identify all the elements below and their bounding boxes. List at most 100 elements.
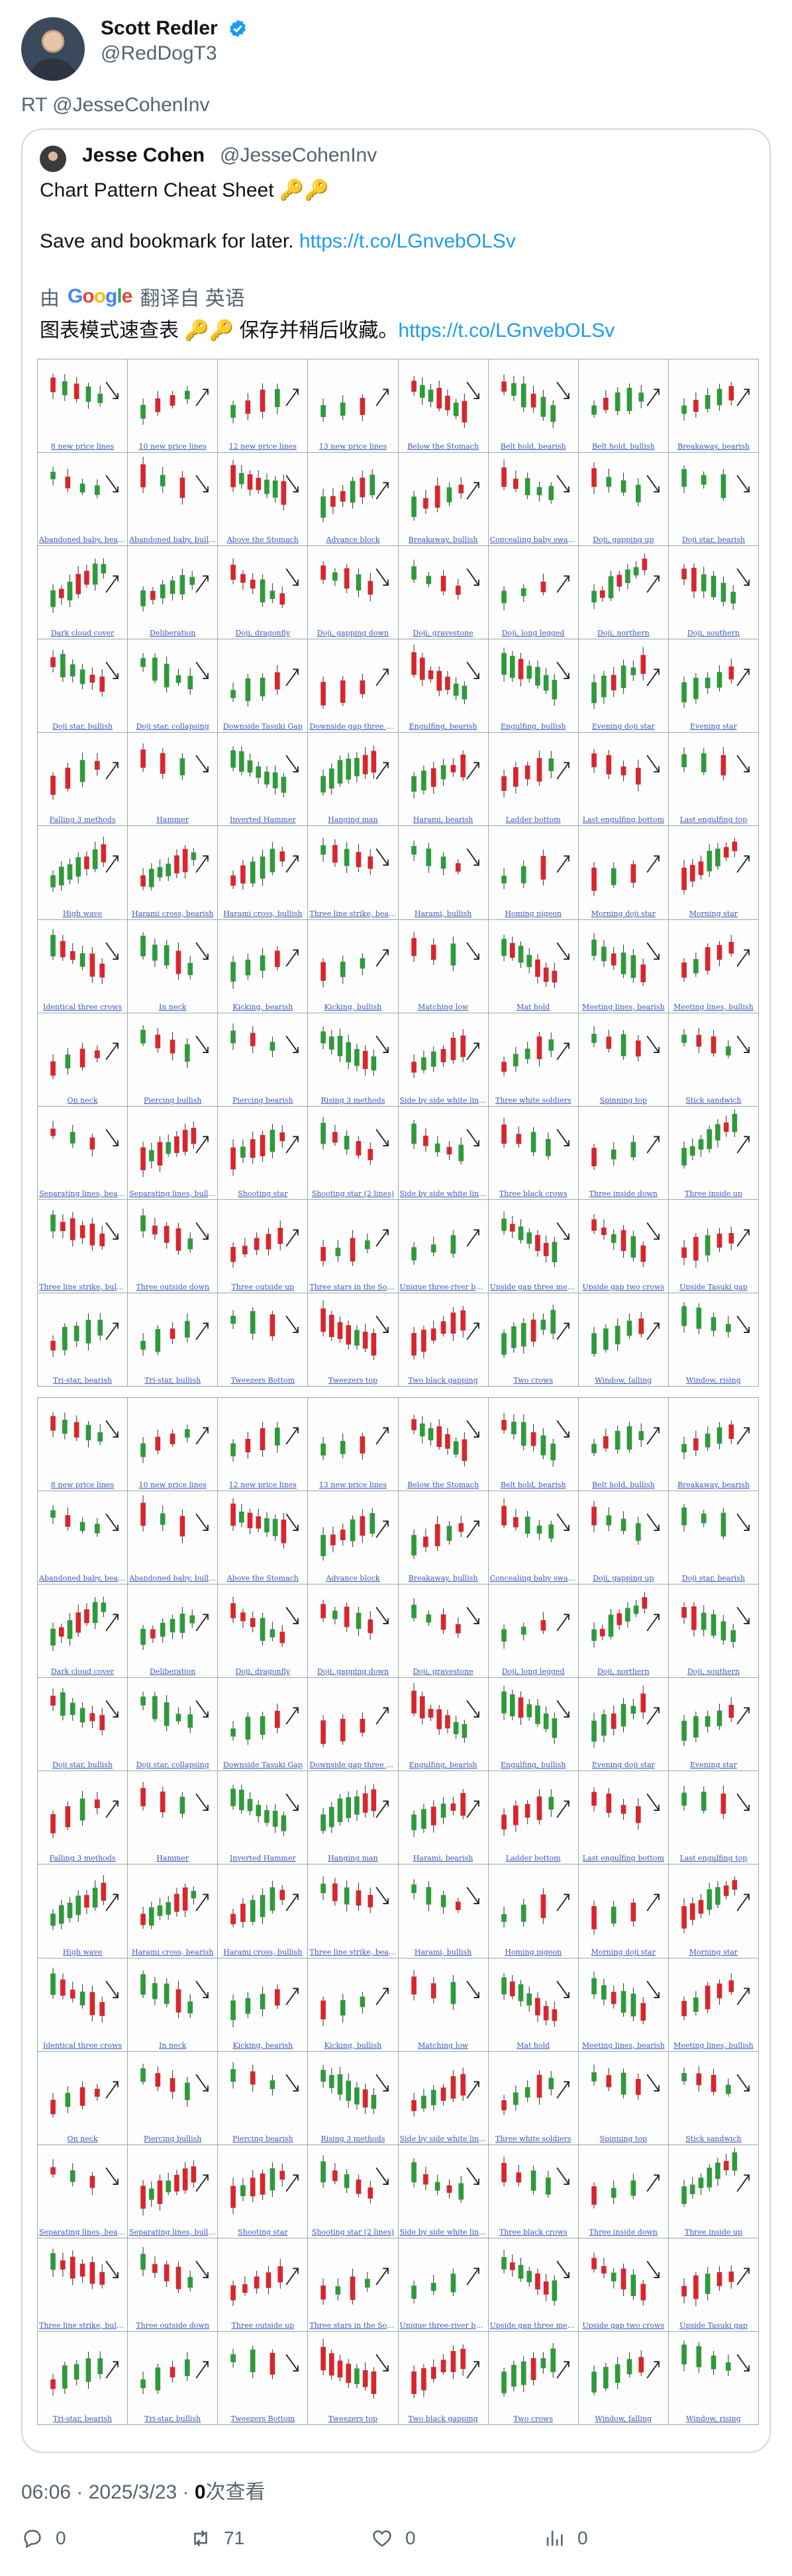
candle-body bbox=[601, 946, 607, 961]
candle-body bbox=[179, 1797, 185, 1814]
trend-arrow-icon bbox=[105, 1614, 119, 1632]
pattern-caption: Mat hold bbox=[517, 2041, 550, 2050]
pattern-caption: Three line strike, bearish bbox=[309, 909, 398, 918]
candle-body bbox=[330, 1534, 336, 1545]
candle-body bbox=[450, 2274, 456, 2293]
candle-body bbox=[630, 2180, 636, 2196]
candle-body bbox=[140, 464, 146, 488]
candle-body bbox=[608, 1614, 614, 1637]
candle-body bbox=[444, 395, 450, 410]
trend-arrow-icon bbox=[556, 2260, 569, 2278]
reply-button[interactable]: 0 bbox=[21, 2527, 66, 2550]
candle-body bbox=[640, 2002, 646, 2021]
candle-body bbox=[230, 1914, 236, 1925]
trend-arrow-icon bbox=[466, 1042, 479, 1060]
quoted-author-handle[interactable]: @JesseCohenInv bbox=[220, 144, 377, 166]
candle-body bbox=[681, 1792, 687, 1806]
candle-body bbox=[191, 1891, 197, 1899]
candle-body bbox=[419, 385, 425, 398]
candle-body bbox=[140, 875, 146, 887]
pattern-cell: Three stars in the South bbox=[308, 1199, 399, 1293]
candle-body bbox=[501, 1061, 507, 1072]
candle-body bbox=[543, 1714, 549, 1729]
pattern-cell: Tri-star, bearish bbox=[38, 1293, 128, 1387]
quoted-author-avatar[interactable] bbox=[40, 146, 66, 172]
candlestick-pattern-icon bbox=[501, 2156, 569, 2198]
candlestick-pattern-icon bbox=[501, 573, 569, 611]
trend-arrow-icon bbox=[195, 1794, 209, 1812]
quoted-author-name[interactable]: Jesse Cohen bbox=[82, 144, 205, 166]
candle-body bbox=[552, 680, 557, 700]
trend-arrow-icon bbox=[105, 1700, 119, 1718]
pattern-cell: Deliberation bbox=[128, 1585, 219, 1679]
pattern-caption: Three white soldiers bbox=[495, 1096, 571, 1105]
author-name[interactable]: Scott Redler bbox=[101, 17, 218, 39]
candle-body bbox=[591, 868, 597, 892]
trend-arrow-icon bbox=[736, 1035, 750, 1053]
author-handle[interactable]: @RedDogT3 bbox=[101, 42, 217, 64]
candle-body bbox=[411, 1976, 417, 1994]
pattern-caption: Three inside up bbox=[684, 1189, 742, 1198]
trend-arrow-icon bbox=[375, 1427, 389, 1445]
candle-body bbox=[501, 939, 507, 956]
pattern-caption: Three inside down bbox=[589, 2228, 658, 2236]
candlestick-pattern-icon bbox=[140, 386, 209, 425]
pattern-cell: Doji star, collapsing bbox=[128, 639, 219, 733]
pattern-caption: Abandoned baby, bearish bbox=[39, 1575, 128, 1583]
pattern-caption: Homing pigeon bbox=[505, 909, 562, 918]
author-avatar[interactable] bbox=[21, 17, 85, 81]
quoted-text-line1: Chart Pattern Cheat Sheet 🔑🔑 bbox=[40, 179, 329, 201]
views-button[interactable]: 0 bbox=[543, 2527, 588, 2550]
candlestick-pattern-icon bbox=[321, 746, 389, 796]
candle-body bbox=[170, 2367, 175, 2377]
trend-arrow-icon bbox=[105, 1513, 119, 1532]
candle-body bbox=[150, 1629, 156, 1639]
tweet-timestamp[interactable]: 06:06 · 2025/3/23 · 0次查看 bbox=[21, 2475, 266, 2505]
translation-suffix[interactable]: 翻译自 英语 bbox=[140, 288, 245, 310]
candle-body bbox=[591, 1720, 597, 1742]
candle-body bbox=[170, 1328, 175, 1339]
candle-body bbox=[615, 2364, 620, 2383]
like-button[interactable]: 0 bbox=[371, 2527, 416, 2550]
candle-body bbox=[363, 1793, 368, 1814]
candlestick-pattern-icon bbox=[411, 1119, 479, 1164]
candle-body bbox=[273, 1519, 278, 1537]
candle-body bbox=[140, 1629, 146, 1645]
candle-body bbox=[74, 383, 79, 399]
trend-arrow-icon bbox=[646, 1614, 660, 1632]
candle-body bbox=[230, 961, 236, 982]
cheat-sheet-grid-bottom: 8 new price lines 10 new price lines 12 ne… bbox=[37, 1397, 759, 2425]
candle-body bbox=[450, 943, 456, 966]
pattern-caption: Harami cross, bullish bbox=[223, 1948, 303, 1956]
translated-link[interactable]: https://t.co/LGnvebOLSv bbox=[398, 320, 615, 342]
candle-body bbox=[321, 1720, 326, 1745]
trend-arrow-icon bbox=[556, 1614, 569, 1632]
quoted-tweet-card[interactable]: Jesse Cohen @JesseCohenInv Chart Pattern… bbox=[21, 128, 771, 2453]
candle-body bbox=[411, 1247, 417, 1260]
chart-pattern-cheat-sheet-image[interactable]: 8 new price lines 10 new price lines 12 ne… bbox=[37, 359, 759, 2425]
candle-body bbox=[701, 1513, 707, 1524]
candlestick-pattern-icon bbox=[230, 665, 299, 707]
pattern-cell: Doji star, bearish bbox=[668, 1491, 759, 1585]
trend-arrow-icon bbox=[556, 855, 569, 874]
candle-body bbox=[230, 2285, 236, 2301]
trend-arrow-icon bbox=[466, 1229, 479, 1247]
candle-body bbox=[530, 1132, 536, 1152]
candlestick-pattern-icon bbox=[591, 462, 660, 507]
retweet-button[interactable]: 71 bbox=[189, 2527, 244, 2550]
pattern-caption: Harami, bullish bbox=[414, 1948, 472, 1956]
candlestick-pattern-icon bbox=[321, 1300, 389, 1361]
candle-body bbox=[338, 1322, 343, 1339]
candle-body bbox=[279, 593, 285, 605]
pattern-caption: Doji, dragonfly bbox=[235, 1668, 291, 1677]
candlestick-pattern-icon bbox=[50, 929, 119, 984]
candle-body bbox=[707, 1128, 712, 1149]
candle-body bbox=[79, 1048, 85, 1068]
candle-body bbox=[250, 1900, 256, 1923]
trend-arrow-icon bbox=[466, 762, 479, 780]
candlestick-pattern-icon bbox=[591, 1894, 660, 1935]
candle-body bbox=[411, 1814, 417, 1831]
candle-body bbox=[97, 1432, 103, 1442]
quoted-link[interactable]: https://t.co/LGnvebOLSv bbox=[299, 230, 516, 252]
candle-body bbox=[160, 1792, 166, 1813]
